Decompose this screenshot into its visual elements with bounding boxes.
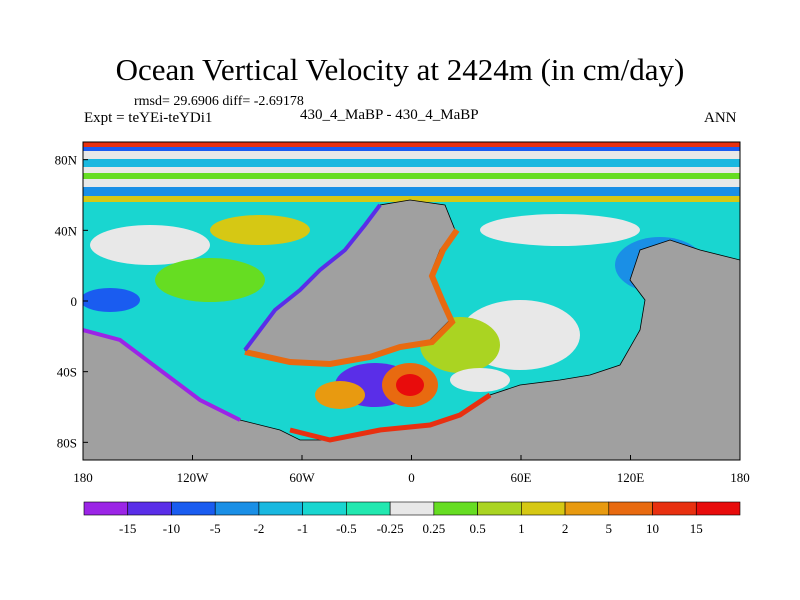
colorbar-label: -0.5 xyxy=(336,521,357,536)
colorbar-swatch xyxy=(389,501,435,516)
lon-tick-label: 120W xyxy=(177,470,210,485)
colorbar-swatch xyxy=(258,501,303,516)
lat-tick-label: 80N xyxy=(55,153,78,168)
colorbar: -15 -10 -5 -2 -1 -0.5 -0.25 0.25 0.5 1 2 5 10 15 xyxy=(83,501,741,536)
lon-tick-label: 120E xyxy=(617,470,645,485)
case-label: 430_4_MaBP - 430_4_MaBP xyxy=(300,107,479,123)
colorbar-label: -15 xyxy=(119,521,136,536)
colorbar-label: -10 xyxy=(163,521,180,536)
colorbar-swatch xyxy=(433,501,478,516)
colorbar-swatch xyxy=(302,501,347,516)
lon-tick-label: 60E xyxy=(511,470,532,485)
lon-tick-label: 180 xyxy=(730,470,750,485)
lon-tick-label: 60W xyxy=(289,470,315,485)
colorbar-swatch xyxy=(346,501,391,516)
colorbar-swatch xyxy=(695,501,741,516)
southern-band xyxy=(289,392,492,443)
colorbar-label: -0.25 xyxy=(377,521,404,536)
season-label: ANN xyxy=(704,110,737,126)
lat-tick-label: 0 xyxy=(71,294,78,309)
lon-tick-label: 180 xyxy=(73,470,93,485)
colorbar-label: 1 xyxy=(518,521,525,536)
colorbar-label: 15 xyxy=(690,521,703,536)
lat-tick-label: 40S xyxy=(57,365,77,380)
colorbar-swatch xyxy=(171,501,216,516)
lat-tick-label: 80S xyxy=(57,435,77,450)
plot-title: Ocean Vertical Velocity at 2424m (in cm/… xyxy=(115,52,685,87)
colorbar-label: 5 xyxy=(606,521,613,536)
rmsd-diff-stats: rmsd= 29.6906 diff= -2.69178 xyxy=(134,94,304,109)
colorbar-label: 2 xyxy=(562,521,569,536)
colorbar-swatch xyxy=(564,501,610,516)
map-field xyxy=(83,142,740,460)
colorbar-swatch xyxy=(477,501,522,516)
colorbar-label: -1 xyxy=(297,521,308,536)
coastal-band-warm xyxy=(244,228,460,368)
coastal-band-cold xyxy=(243,203,382,352)
colorbar-swatch xyxy=(652,501,697,516)
colorbar-swatch xyxy=(214,501,260,516)
colorbar-label: -5 xyxy=(210,521,221,536)
colorbar-swatch xyxy=(127,501,172,516)
lat-tick-label: 40N xyxy=(55,223,78,238)
colorbar-label: -2 xyxy=(254,521,265,536)
colorbar-swatch xyxy=(83,501,129,516)
lon-tick-label: 0 xyxy=(408,470,415,485)
longitude-axis: 180 120W 60W 0 60E 120E 180 xyxy=(73,455,750,485)
experiment-label: Expt = teYEi-teYDi1 xyxy=(84,110,213,126)
colorbar-label: 10 xyxy=(646,521,659,536)
colorbar-label: 0.5 xyxy=(469,521,485,536)
colorbar-swatch xyxy=(521,501,566,516)
latitude-axis: 80N 40N 0 40S 80S xyxy=(55,153,88,450)
colorbar-label: 0.25 xyxy=(422,521,445,536)
colorbar-swatch xyxy=(608,501,653,516)
